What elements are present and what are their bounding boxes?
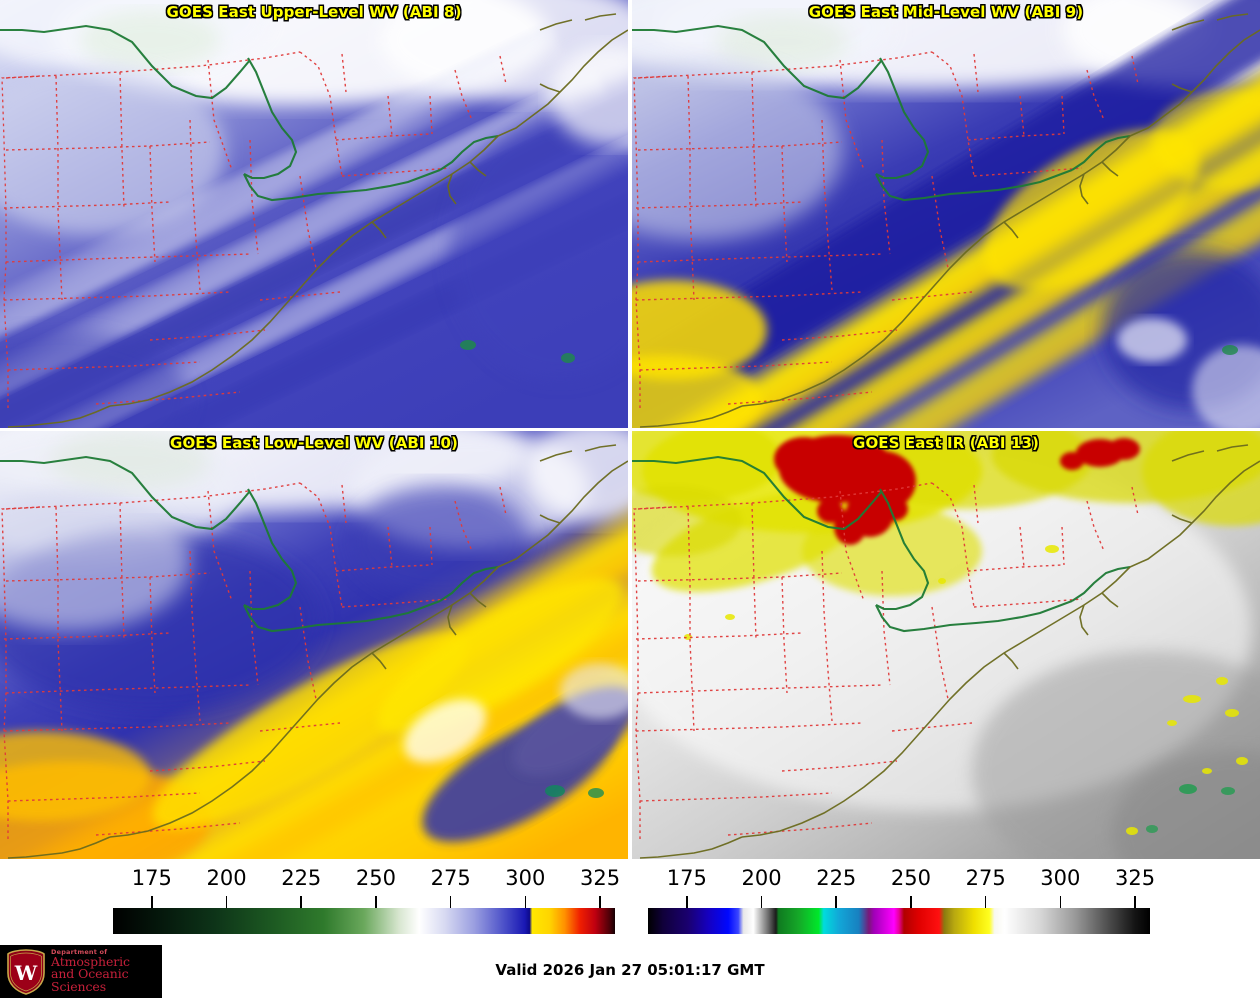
logo-name-line-2: and Oceanic Sciences [51, 966, 129, 995]
colorbar-ir-label-325: 325 [1115, 866, 1156, 890]
colorbar-wv-label-225: 225 [281, 866, 322, 890]
logo-department-line: Department of [51, 948, 108, 957]
colorbar-wv-label-200: 200 [206, 866, 247, 890]
colorbar-ir: 175 200 225 250 275 300 325 [630, 866, 1260, 940]
colorbar-wv-label-325: 325 [580, 866, 621, 890]
panel-abi13-image [632, 431, 1260, 859]
panel-abi08[interactable]: GOES East Upper-Level WV (ABI 8) [0, 0, 628, 428]
svg-text:W: W [14, 961, 38, 985]
panel-abi09-image [632, 0, 1260, 428]
colorbar-wv-tick-250 [375, 896, 377, 908]
colorbar-wv-tick-300 [524, 896, 527, 908]
panel-abi08-image [0, 0, 628, 428]
panel-abi10[interactable]: GOES East Low-Level WV (ABI 10) [0, 431, 628, 859]
colorbar-ir-ticks [630, 896, 1260, 908]
colorbar-ir-label-250: 250 [890, 866, 931, 890]
colorbar-ir-tick-200 [760, 896, 763, 908]
colorbar-wv-tick-225 [300, 896, 303, 908]
panel-grid: GOES East Upper-Level WV (ABI 8) [0, 0, 1260, 859]
colorbar-ir-tick-225 [835, 896, 838, 908]
uw-aos-logo-text: Department of Atmospheric and Oceanic Sc… [51, 949, 162, 994]
colorbar-wv-ticklabels: 175 200 225 250 275 300 325 [0, 866, 630, 896]
uw-madison-crest-icon: W [7, 948, 45, 995]
colorbar-wv-tick-200 [225, 896, 228, 908]
colorbar-ir-label-225: 225 [816, 866, 857, 890]
panel-abi09[interactable]: GOES East Mid-Level WV (ABI 9) [632, 0, 1260, 428]
logo-name-line-1: Atmospheric [51, 953, 130, 969]
colorbar-ir-tick-325 [1134, 896, 1136, 908]
colorbar-wv-ticks [0, 896, 630, 908]
colorbar-ir-tick-175 [686, 896, 688, 908]
colorbar-ir-ticklabels: 175 200 225 250 275 300 325 [630, 866, 1260, 896]
colorbar-ir-label-275: 275 [965, 866, 1006, 890]
colorbar-wv-label-300: 300 [505, 866, 546, 890]
colorbar-ir-strip [648, 908, 1150, 934]
colorbar-ir-tick-250 [910, 896, 912, 908]
uw-aos-logo: W Department of Atmospheric and Oceanic … [0, 945, 162, 998]
colorbar-ir-tick-300 [1059, 896, 1062, 908]
panel-abi13[interactable]: GOES East IR (ABI 13) [632, 431, 1260, 859]
colorbar-wv-tick-275 [449, 896, 452, 908]
colorbar-ir-label-175: 175 [666, 866, 707, 890]
colorbar-wv-label-250: 250 [355, 866, 396, 890]
footer: W Department of Atmospheric and Oceanic … [0, 944, 1260, 999]
colorbar-wv: 175 200 225 250 275 300 325 [0, 866, 630, 940]
colorbar-wv-strip [113, 908, 615, 934]
colorbar-ir-label-200: 200 [741, 866, 782, 890]
colorbar-wv-label-275: 275 [430, 866, 471, 890]
panel-abi10-image [0, 431, 628, 859]
colorbar-wv-label-175: 175 [131, 866, 172, 890]
colorbar-ir-label-300: 300 [1040, 866, 1081, 890]
colorbar-wv-tick-325 [599, 896, 601, 908]
colorbar-ir-tick-275 [984, 896, 987, 908]
valid-timestamp: Valid 2026 Jan 27 05:01:17 GMT [495, 961, 765, 979]
colorbar-wv-tick-175 [151, 896, 153, 908]
